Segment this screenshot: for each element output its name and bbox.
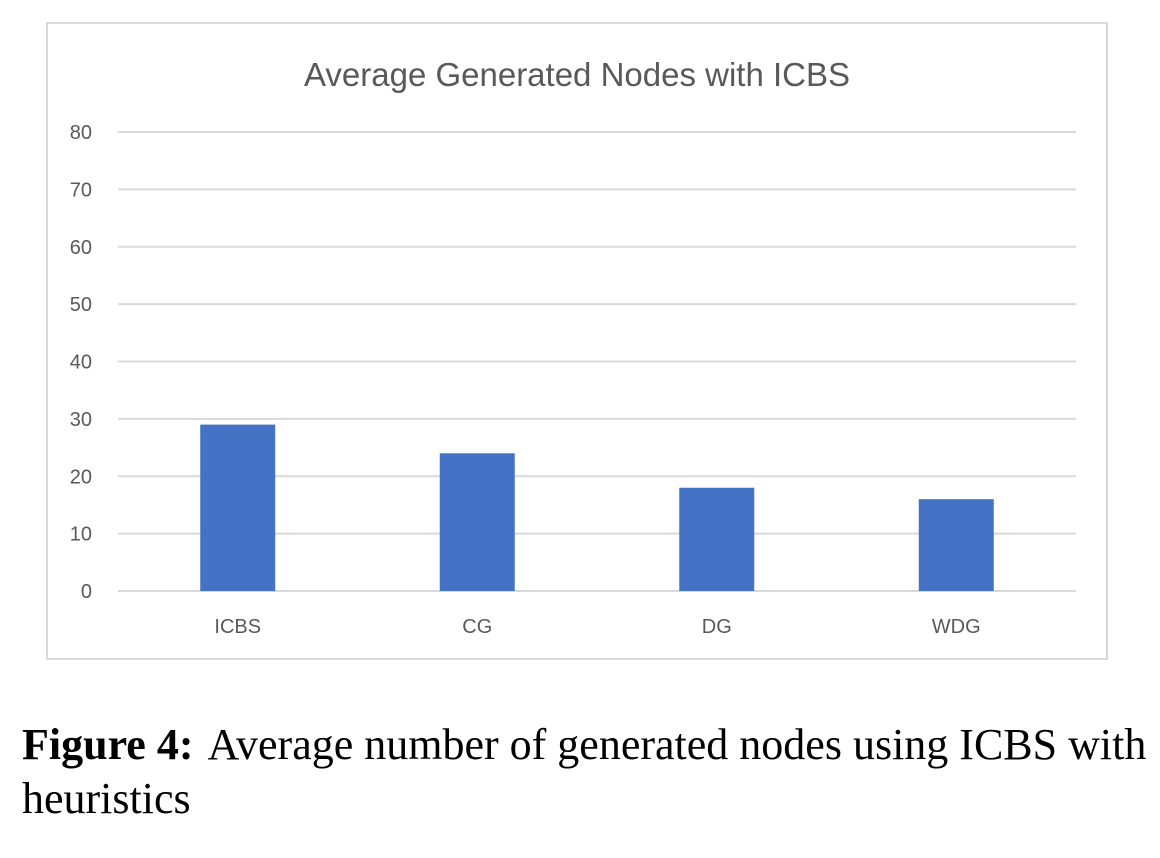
bar-wdg	[918, 499, 994, 591]
x-tick-label-icbs: ICBS	[214, 616, 261, 638]
y-tick-label: 50	[70, 294, 92, 316]
figure-caption: Figure 4: Average number of generated nod…	[22, 718, 1152, 826]
chart-title: Average Generated Nodes with ICBS	[304, 56, 850, 93]
y-tick-label: 10	[70, 524, 92, 546]
bar-cg	[439, 453, 515, 591]
gridlines	[118, 131, 1076, 592]
y-tick-label: 70	[70, 179, 92, 201]
bar-chart: Average Generated Nodes with ICBS 0 10 20 3…	[70, 56, 1076, 638]
caption-text: Average number of generated nodes using …	[22, 720, 1147, 823]
y-tick-label: 60	[70, 237, 92, 259]
y-tick-label: 0	[81, 581, 92, 603]
y-tick-label: 40	[70, 352, 92, 374]
chart-frame: Average Generated Nodes with ICBS 0 10 20 3…	[46, 22, 1108, 660]
y-tick-label: 20	[70, 466, 92, 488]
x-tick-label-cg: CG	[462, 616, 492, 638]
y-tick-label: 30	[70, 409, 92, 431]
y-axis-ticks: 0 10 20 30 40 50 60 70 80	[70, 122, 92, 603]
y-tick-label: 80	[70, 122, 92, 144]
x-tick-label-wdg: WDG	[932, 616, 981, 638]
x-axis-ticks: ICBS CG DG WDG	[214, 616, 980, 638]
bar-dg	[679, 487, 755, 591]
bar-icbs	[200, 424, 276, 591]
bars	[200, 424, 994, 591]
caption-label: Figure 4:	[22, 720, 194, 769]
x-tick-label-dg: DG	[702, 616, 732, 638]
